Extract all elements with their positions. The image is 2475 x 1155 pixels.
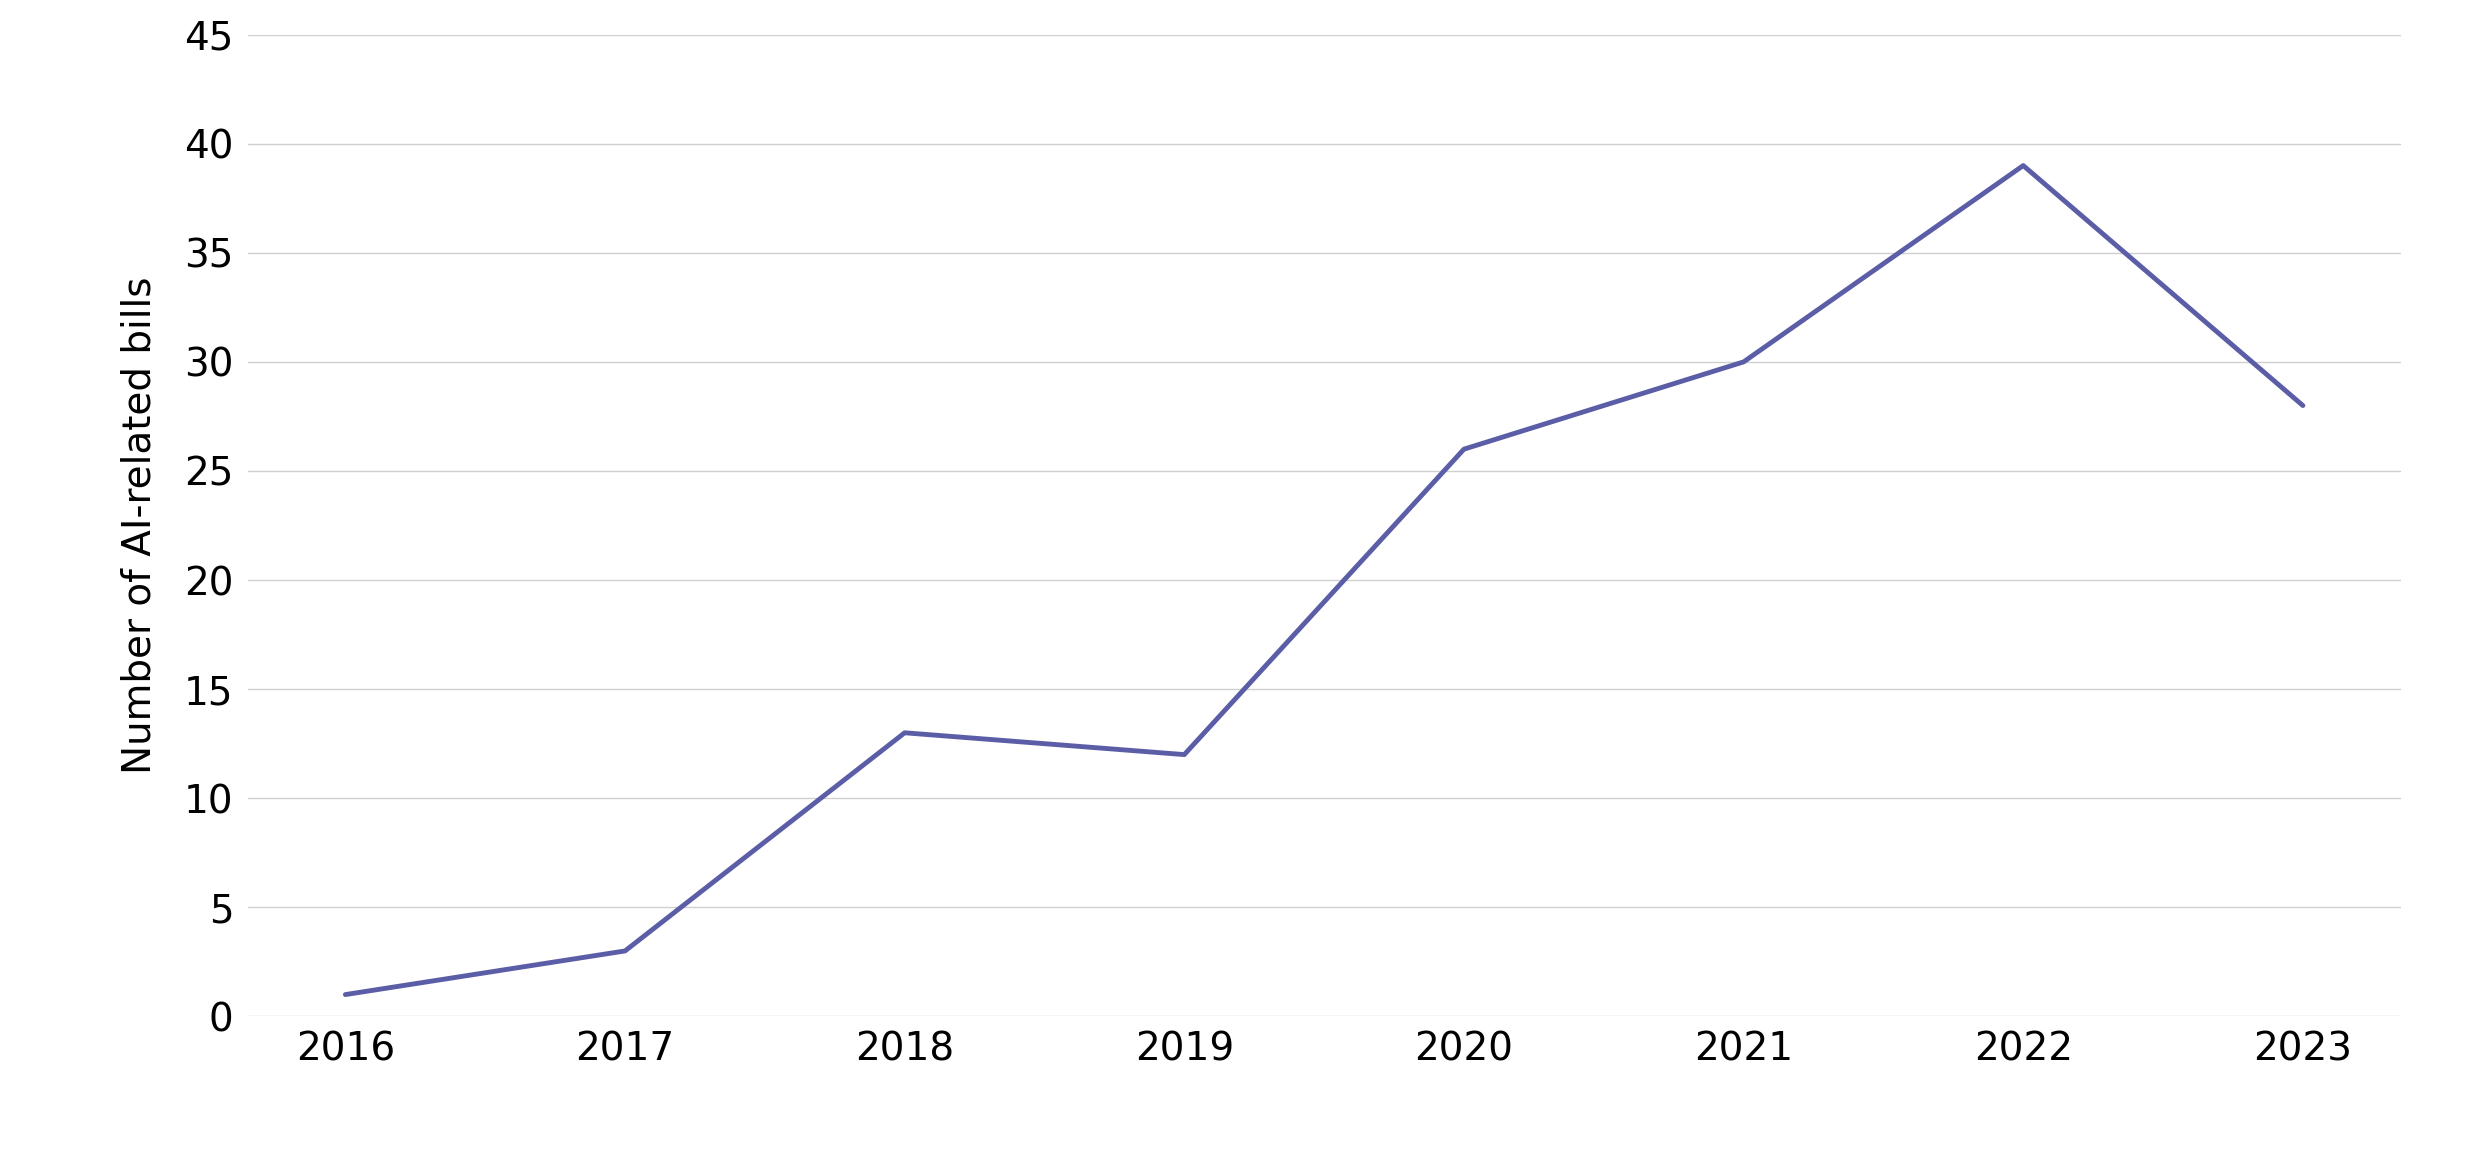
Y-axis label: Number of AI-related bills: Number of AI-related bills xyxy=(121,277,158,774)
